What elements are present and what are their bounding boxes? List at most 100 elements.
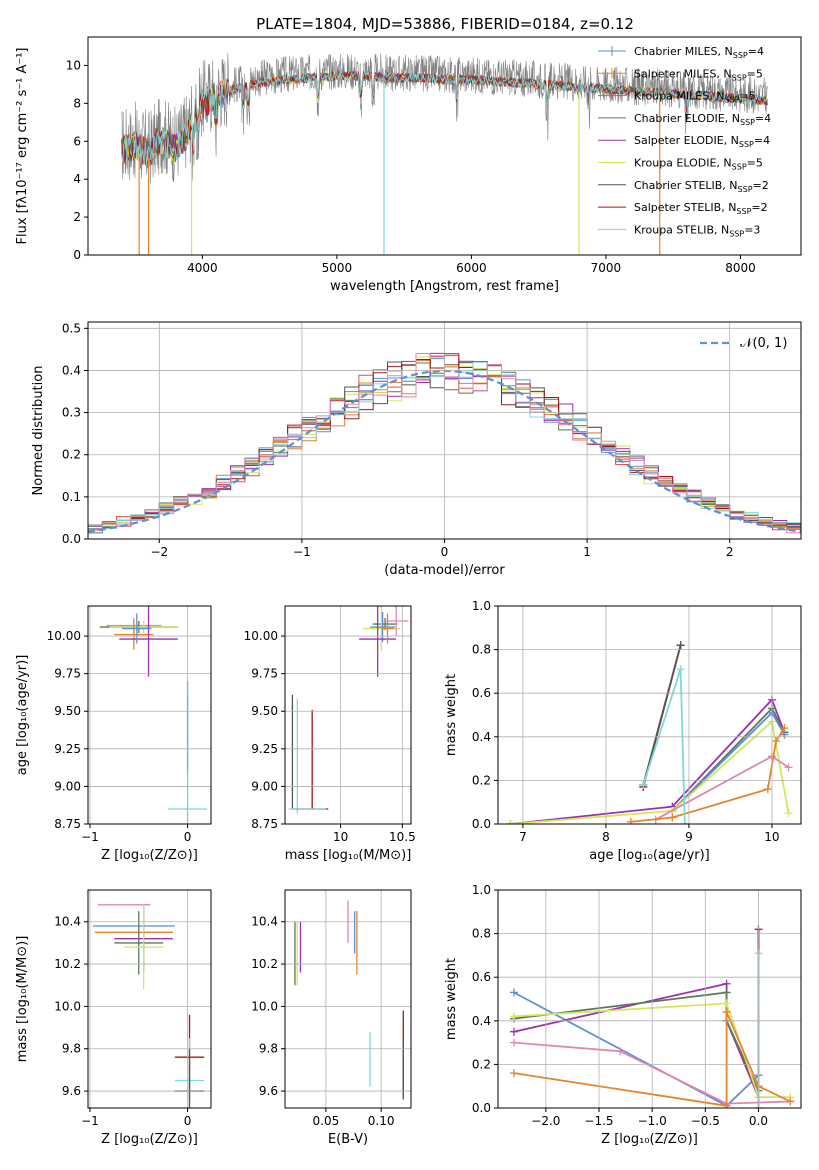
- legend-label-suffix: =2: [751, 201, 767, 214]
- plus-marker: [616, 1047, 625, 1056]
- x-axis-label: (data-model)/error: [384, 563, 505, 578]
- y-tick-label: 0.4: [472, 730, 491, 744]
- y-tick-label: 10.0: [54, 999, 81, 1013]
- x-tick-label: 10: [764, 830, 779, 844]
- legend-label-name: Chabrier STELIB, N: [634, 179, 738, 192]
- plus-marker: [509, 1027, 518, 1036]
- legend-label-subscript: SSP: [732, 163, 747, 172]
- mass-weight-series-line: [510, 698, 786, 824]
- residuals-legend: 𝒩(0, 1): [700, 336, 787, 351]
- y-tick-label: 1.0: [472, 599, 491, 613]
- x-tick-label: 9: [685, 830, 693, 844]
- age-vs-mass-marks: [288, 606, 409, 814]
- x-axis-label: wavelength [Angstrom, rest frame]: [330, 279, 559, 294]
- x-tick-label: 0.0: [749, 1114, 768, 1128]
- y-tick-label: 10.00: [244, 629, 278, 643]
- y-tick-label: 0.3: [62, 406, 81, 420]
- x-axis-label: Z [log₁₀(Z/Z⊙)]: [601, 1132, 698, 1147]
- legend-label-subscript: SSP: [732, 73, 747, 82]
- legend-label-suffix: =5: [747, 67, 763, 80]
- x-tick-label: 7: [519, 830, 527, 844]
- y-tick-label: 10.4: [54, 915, 81, 929]
- plus-marker: [786, 1097, 795, 1106]
- model-fit-line: [121, 70, 768, 166]
- legend-label-name: Salpeter STELIB, N: [634, 201, 736, 214]
- y-tick-label: 10: [66, 58, 81, 72]
- x-tick-label: −1.0: [638, 1114, 667, 1128]
- legend-label: Salpeter STELIB, NSSP=2: [634, 201, 768, 216]
- legend-label-subscript: SSP: [733, 51, 748, 60]
- x-tick-label: 4000: [187, 261, 218, 275]
- y-tick-label: 0.4: [472, 1014, 491, 1028]
- y-tick-label: 10.2: [54, 957, 81, 971]
- axes-frame: [87, 605, 212, 825]
- y-tick-label: 0.1: [62, 490, 81, 504]
- y-tick-label: 9.50: [54, 704, 81, 718]
- y-tick-label: 9.50: [251, 704, 278, 718]
- y-axis-label: age [log₁₀(age/yr)]: [15, 655, 30, 776]
- x-tick-label: 0: [184, 830, 192, 844]
- x-axis-label: E(B-V): [328, 1132, 368, 1147]
- axes-frame: [284, 889, 412, 1109]
- plus-marker: [626, 817, 635, 824]
- x-tick-label: −2.0: [531, 1114, 560, 1128]
- plus-marker: [680, 820, 689, 824]
- y-tick-label: 10.00: [47, 629, 81, 643]
- legend-label-suffix: =4: [748, 45, 764, 58]
- x-tick-label: 0: [441, 545, 449, 559]
- x-tick-label: 0.05: [313, 1114, 340, 1128]
- legend-label-suffix: =3: [744, 223, 760, 236]
- x-tick-label: 7000: [591, 261, 622, 275]
- y-tick-label: 0.0: [472, 817, 491, 831]
- y-tick-label: 0.8: [472, 927, 491, 941]
- legend-label-subscript: SSP: [738, 185, 753, 194]
- x-tick-label: 8000: [725, 261, 756, 275]
- y-tick-label: 0.0: [472, 1101, 491, 1115]
- y-axis-label: mass weight: [444, 958, 459, 1040]
- x-tick-label: 0: [184, 1114, 192, 1128]
- y-axis-label: mass [log₁₀(M/M⊙)]: [15, 936, 30, 1063]
- y-tick-label: 8: [73, 96, 81, 110]
- legend-label: Chabrier ELODIE, NSSP=4: [634, 112, 771, 127]
- axes-frame: [87, 889, 212, 1109]
- age-vs-mass-panel: 10 10.5 8.75 9.00 9.25 9.50 9.75 10.00 mass [log…: [244, 605, 416, 863]
- y-tick-label: 0.5: [62, 321, 81, 335]
- plus-marker: [639, 780, 648, 789]
- mass-vs-EBV-marks: [294, 900, 404, 1100]
- y-tick-label: 9.25: [54, 742, 81, 756]
- mass-vs-Z-axes: −1 0 9.6 9.8 10.0 10.2 10.4 Z [log₁₀(Z/Z⊙)] mass…: [15, 889, 212, 1147]
- legend-label: Kroupa STELIB, NSSP=3: [634, 223, 760, 238]
- y-tick-label: 10.2: [251, 957, 278, 971]
- legend-label-suffix: =5: [747, 157, 763, 170]
- legend-label-subscript: SSP: [740, 118, 755, 127]
- legend-label: Kroupa MILES, NSSP=5: [634, 90, 756, 105]
- mass-weight-vs-age-marks: [506, 641, 793, 824]
- y-tick-label: 0.8: [472, 643, 491, 657]
- legend-label: 𝒩(0, 1): [740, 336, 787, 351]
- y-tick-label: 8.75: [251, 817, 278, 831]
- x-tick-label: −1.5: [584, 1114, 613, 1128]
- plus-marker: [509, 1069, 518, 1078]
- x-axis-label: mass [log₁₀(M/M⊙)]: [285, 848, 412, 863]
- age-vs-Z-marks: [99, 606, 208, 824]
- y-tick-label: 6: [73, 134, 81, 148]
- y-tick-label: 0.6: [472, 970, 491, 984]
- y-tick-label: 4: [73, 172, 81, 186]
- figure-title: PLATE=1804, MJD=53886, FIBERID=0184, z=0…: [256, 15, 634, 33]
- model-fit-line: [121, 70, 768, 166]
- y-axis-label: mass weight: [444, 674, 459, 756]
- legend-label: Salpeter MILES, NSSP=5: [634, 67, 763, 82]
- mass-vs-EBV-panel: 0.05 0.10 9.6 9.8 10.0 10.2 10.4 E(B-V): [251, 889, 412, 1147]
- x-tick-label: 2: [726, 545, 734, 559]
- plus-marker: [668, 813, 677, 822]
- x-tick-label: −1: [293, 545, 311, 559]
- legend-label-subscript: SSP: [739, 140, 754, 149]
- mass-weight-vs-Z-axes: −2.0 −1.5 −1.0 −0.5 0.0 0.0 0.2 0.4 0.6 0.8 1.0 Z […: [444, 883, 802, 1147]
- x-tick-label: 6000: [456, 261, 487, 275]
- x-tick-label: 8: [602, 830, 610, 844]
- mass-weight-series-line: [642, 644, 682, 786]
- plus-marker: [772, 737, 781, 746]
- legend-label: Chabrier STELIB, NSSP=2: [634, 179, 769, 194]
- x-tick-label: −1: [81, 830, 99, 844]
- plus-marker: [763, 785, 772, 794]
